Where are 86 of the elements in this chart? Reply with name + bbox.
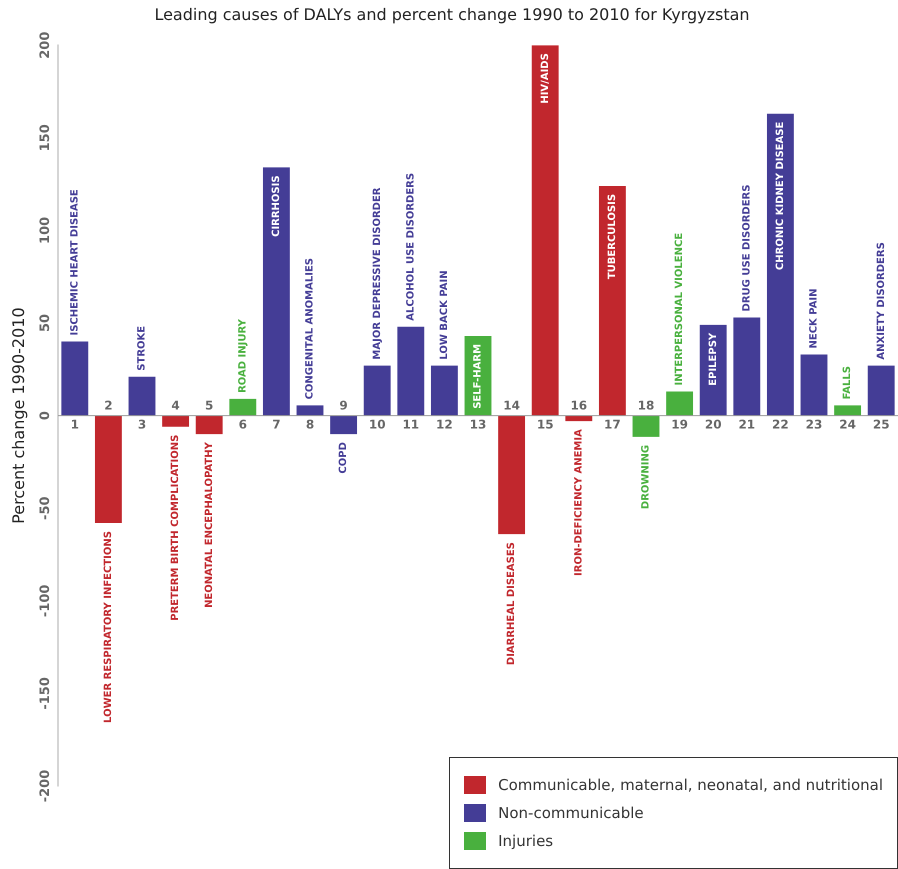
annotation: HIV/AIDS bbox=[540, 53, 551, 104]
x-tick-label: 13 bbox=[470, 418, 486, 432]
y-tick-label: 100 bbox=[38, 216, 53, 244]
annotation: DRUG USE DISORDERS bbox=[741, 184, 752, 312]
y-tick-label: 50 bbox=[38, 314, 53, 332]
x-tick-label: 15 bbox=[536, 418, 554, 432]
x-tick-label: 19 bbox=[671, 418, 688, 432]
x-tick-label: 4 bbox=[171, 398, 180, 413]
annotation: TUBERCULOSIS bbox=[606, 194, 618, 280]
x-tick-label: 16 bbox=[570, 398, 588, 413]
bar bbox=[229, 398, 256, 416]
bar bbox=[94, 416, 122, 524]
annotation: CONGENITAL ANOMALIES bbox=[304, 258, 316, 400]
x-tick-label: 22 bbox=[772, 418, 789, 432]
y-tick-label: 150 bbox=[38, 124, 53, 152]
legend-label: Non-communicable bbox=[498, 804, 644, 822]
bar bbox=[296, 405, 324, 416]
bar bbox=[364, 366, 391, 416]
annotation: MAJOR DEPRESSIVE DISORDER bbox=[372, 187, 383, 360]
annotation: LOW BACK PAIN bbox=[438, 270, 450, 360]
x-tick-label: 3 bbox=[138, 418, 146, 432]
annotation: ANXIETY DISORDERS bbox=[876, 242, 887, 360]
x-tick-label: 21 bbox=[738, 418, 756, 432]
annotation: ROAD INJURY bbox=[237, 318, 248, 393]
annotation: EPILEPSY bbox=[708, 332, 719, 386]
x-tick-label: 24 bbox=[839, 418, 856, 432]
legend-label: Injuries bbox=[498, 832, 554, 850]
x-tick-label: 6 bbox=[238, 418, 247, 432]
annotation: DROWNING bbox=[640, 444, 652, 510]
annotation: NEONATAL ENCEPHALOPATHY bbox=[204, 441, 215, 608]
x-tick-label: 1 bbox=[70, 418, 79, 432]
bar bbox=[766, 114, 794, 416]
y-axis-title: Percent change 1990-2010 bbox=[8, 307, 28, 524]
chart-title: Leading causes of DALYs and percent change 1990 to 2010 for Kyrgyzstan bbox=[154, 4, 750, 24]
bar bbox=[430, 366, 458, 416]
y-tick-label: -150 bbox=[38, 677, 53, 710]
annotation: CIRRHOSIS bbox=[270, 175, 282, 237]
annotation: COPD bbox=[338, 442, 350, 474]
bar bbox=[498, 416, 526, 534]
bar bbox=[196, 416, 223, 434]
bar bbox=[800, 354, 828, 416]
x-tick-label: 12 bbox=[436, 418, 453, 432]
legend-label: Communicable, maternal, neonatal, and nutritional bbox=[498, 776, 883, 794]
y-tick-label: 200 bbox=[38, 32, 53, 59]
bar bbox=[61, 342, 88, 416]
bar bbox=[532, 45, 559, 416]
x-tick-label: 9 bbox=[339, 398, 348, 413]
bar bbox=[162, 416, 190, 427]
bar bbox=[330, 416, 358, 434]
annotation: ALCOHOL USE DISORDERS bbox=[405, 172, 416, 321]
x-tick-label: 5 bbox=[205, 398, 214, 413]
y-tick-label: 0 bbox=[38, 411, 53, 420]
annotation: LOWER RESPIRATORY INFECTIONS bbox=[102, 531, 114, 723]
annotation: DIARRHEAL DISEASES bbox=[506, 542, 518, 666]
x-tick-label: 14 bbox=[503, 398, 520, 413]
annotation: STROKE bbox=[136, 326, 148, 371]
x-tick-label: 20 bbox=[704, 418, 722, 432]
bar bbox=[834, 405, 862, 416]
annotation: ISCHEMIC HEART DISEASE bbox=[69, 189, 80, 336]
bar bbox=[397, 326, 424, 416]
annotation: IRON-DEFICIENCY ANEMIA bbox=[573, 428, 584, 576]
bar bbox=[632, 416, 660, 437]
x-tick-label: 23 bbox=[806, 418, 822, 432]
x-tick-label: 18 bbox=[638, 398, 654, 413]
x-tick-label: 17 bbox=[604, 418, 621, 432]
annotation: SELF-HARM bbox=[472, 344, 484, 409]
x-tick-label: 2 bbox=[104, 398, 113, 413]
x-tick-label: 8 bbox=[306, 418, 314, 432]
y-tick-label: -200 bbox=[38, 770, 53, 802]
annotation: CHRONIC KIDNEY DISEASE bbox=[774, 122, 786, 270]
annotation: INTERPERSONAL VIOLENCE bbox=[674, 232, 686, 386]
annotation: PRETERM BIRTH COMPLICATIONS bbox=[170, 434, 182, 621]
y-tick-label: -100 bbox=[38, 584, 53, 618]
x-tick-label: 10 bbox=[368, 418, 386, 432]
bar bbox=[128, 376, 156, 416]
bar bbox=[262, 167, 290, 416]
bar bbox=[598, 186, 626, 416]
y-tick-label: -50 bbox=[38, 496, 53, 520]
annotation: NECK PAIN bbox=[808, 288, 820, 348]
bar bbox=[868, 366, 895, 416]
x-tick-label: 11 bbox=[402, 418, 420, 432]
x-tick-label: 7 bbox=[272, 418, 281, 432]
x-tick-label: 25 bbox=[872, 418, 890, 432]
annotation: FALLS bbox=[842, 366, 854, 400]
bar bbox=[733, 317, 760, 416]
bar bbox=[666, 392, 694, 416]
